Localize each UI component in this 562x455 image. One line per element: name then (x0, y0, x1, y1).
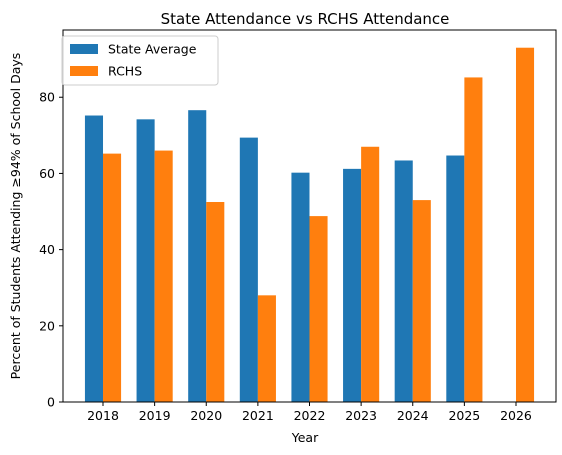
bar-state-average-2020 (188, 110, 207, 402)
y-axis-title: Percent of Students Attending ≥94% of Sc… (8, 53, 23, 380)
bar-state-average-2019 (136, 119, 155, 402)
x-tick-label: 2021 (242, 408, 274, 423)
x-tick-label: 2024 (397, 408, 429, 423)
legend-swatch-state-average (70, 44, 98, 54)
y-tick-label: 20 (39, 318, 55, 333)
x-tick-label: 2022 (294, 408, 326, 423)
x-tick-label: 2019 (139, 408, 171, 423)
bar-state-average-2018 (84, 115, 104, 403)
bar-rchs-2024 (412, 200, 431, 402)
bar-state-average-2023 (343, 168, 362, 402)
x-axis-ticks: 2018 2019 2020 2021 2022 2023 2024 2025 2026 (87, 402, 532, 423)
y-axis-ticks: 0 20 40 60 80 (39, 90, 63, 410)
bar-rchs-2020 (206, 202, 225, 402)
x-tick-label: 2025 (448, 408, 480, 423)
legend-label-rchs: RCHS (108, 64, 142, 79)
x-tick-label: 2023 (345, 408, 377, 423)
bar-rchs-2022 (309, 216, 328, 402)
bar-state-average-2021 (239, 137, 258, 402)
bar-state-average-2025 (446, 155, 465, 402)
chart-title: State Attendance vs RCHS Attendance (161, 10, 450, 28)
bar-rchs-2021 (257, 295, 276, 402)
x-tick-label: 2026 (500, 408, 532, 423)
bar-rchs-2023 (361, 146, 380, 402)
x-tick-label: 2018 (87, 408, 119, 423)
legend-label-state-average: State Average (108, 42, 197, 57)
bar-state-average-2024 (394, 160, 413, 402)
bars-group (84, 47, 535, 403)
bar-rchs-2018 (103, 153, 122, 402)
x-axis-title: Year (291, 430, 319, 445)
plot-frame (62, 29, 557, 403)
bar-rchs-2025 (464, 77, 483, 403)
x-tick-label: 2020 (190, 408, 222, 423)
bar-rchs-2019 (154, 150, 173, 402)
y-tick-label: 60 (39, 166, 55, 181)
y-tick-label: 80 (39, 90, 55, 105)
legend-swatch-rchs (70, 66, 98, 76)
y-tick-label: 0 (47, 395, 55, 410)
y-tick-label: 40 (39, 242, 55, 257)
bar-rchs-2026 (515, 47, 535, 403)
legend: State Average RCHS (61, 35, 219, 86)
legend-box (61, 35, 219, 86)
bar-state-average-2022 (291, 172, 310, 402)
